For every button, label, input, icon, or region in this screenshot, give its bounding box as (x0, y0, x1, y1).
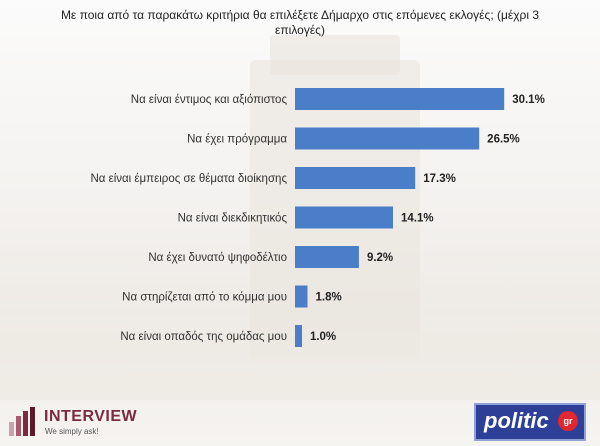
politic-logo: politic gr (474, 403, 586, 441)
category-label: Να είναι οπαδός της ομάδας μου (120, 331, 287, 343)
bar-group: Να είναι έντιμος και αξιόπιστος 30.1% Να έ… (90, 88, 545, 347)
value-label: 1.0% (310, 331, 336, 343)
category-label: Να είναι έντιμος και αξιόπιστος (131, 94, 288, 106)
interview-logo-tagline: We simply ask! (45, 427, 99, 436)
bar (295, 246, 359, 268)
value-label: 1.8% (316, 292, 342, 304)
value-label: 9.2% (367, 252, 393, 264)
interview-logo-name: INTERVIEW (44, 408, 138, 425)
chart-title: Με ποια από τα παρακάτω κριτήρια θα επιλ… (60, 8, 540, 37)
category-label: Να είναι έμπειρος σε θέματα διοίκησης (90, 173, 287, 185)
bar (295, 88, 505, 110)
bar (295, 206, 393, 229)
category-label: Να στηρίζεται από το κόμμα μου (122, 292, 287, 304)
value-label: 17.3% (423, 173, 456, 185)
bar (295, 285, 308, 308)
politic-logo-suffix: gr (558, 411, 578, 431)
politic-logo-name: politic (484, 408, 549, 433)
interview-logo: INTERVIEW We simply ask! (4, 404, 154, 442)
value-label: 26.5% (487, 134, 520, 146)
category-label: Να έχει δυνατό ψηφοδέλτιο (148, 252, 287, 264)
category-label: Να έχει πρόγραμμα (187, 134, 287, 146)
category-label: Να είναι διεκδικητικός (178, 213, 288, 225)
bar (295, 167, 416, 189)
interview-bars-icon (9, 407, 35, 436)
value-label: 30.1% (512, 94, 545, 106)
value-label: 14.1% (401, 213, 434, 225)
bar (295, 325, 302, 347)
bar (295, 127, 480, 150)
